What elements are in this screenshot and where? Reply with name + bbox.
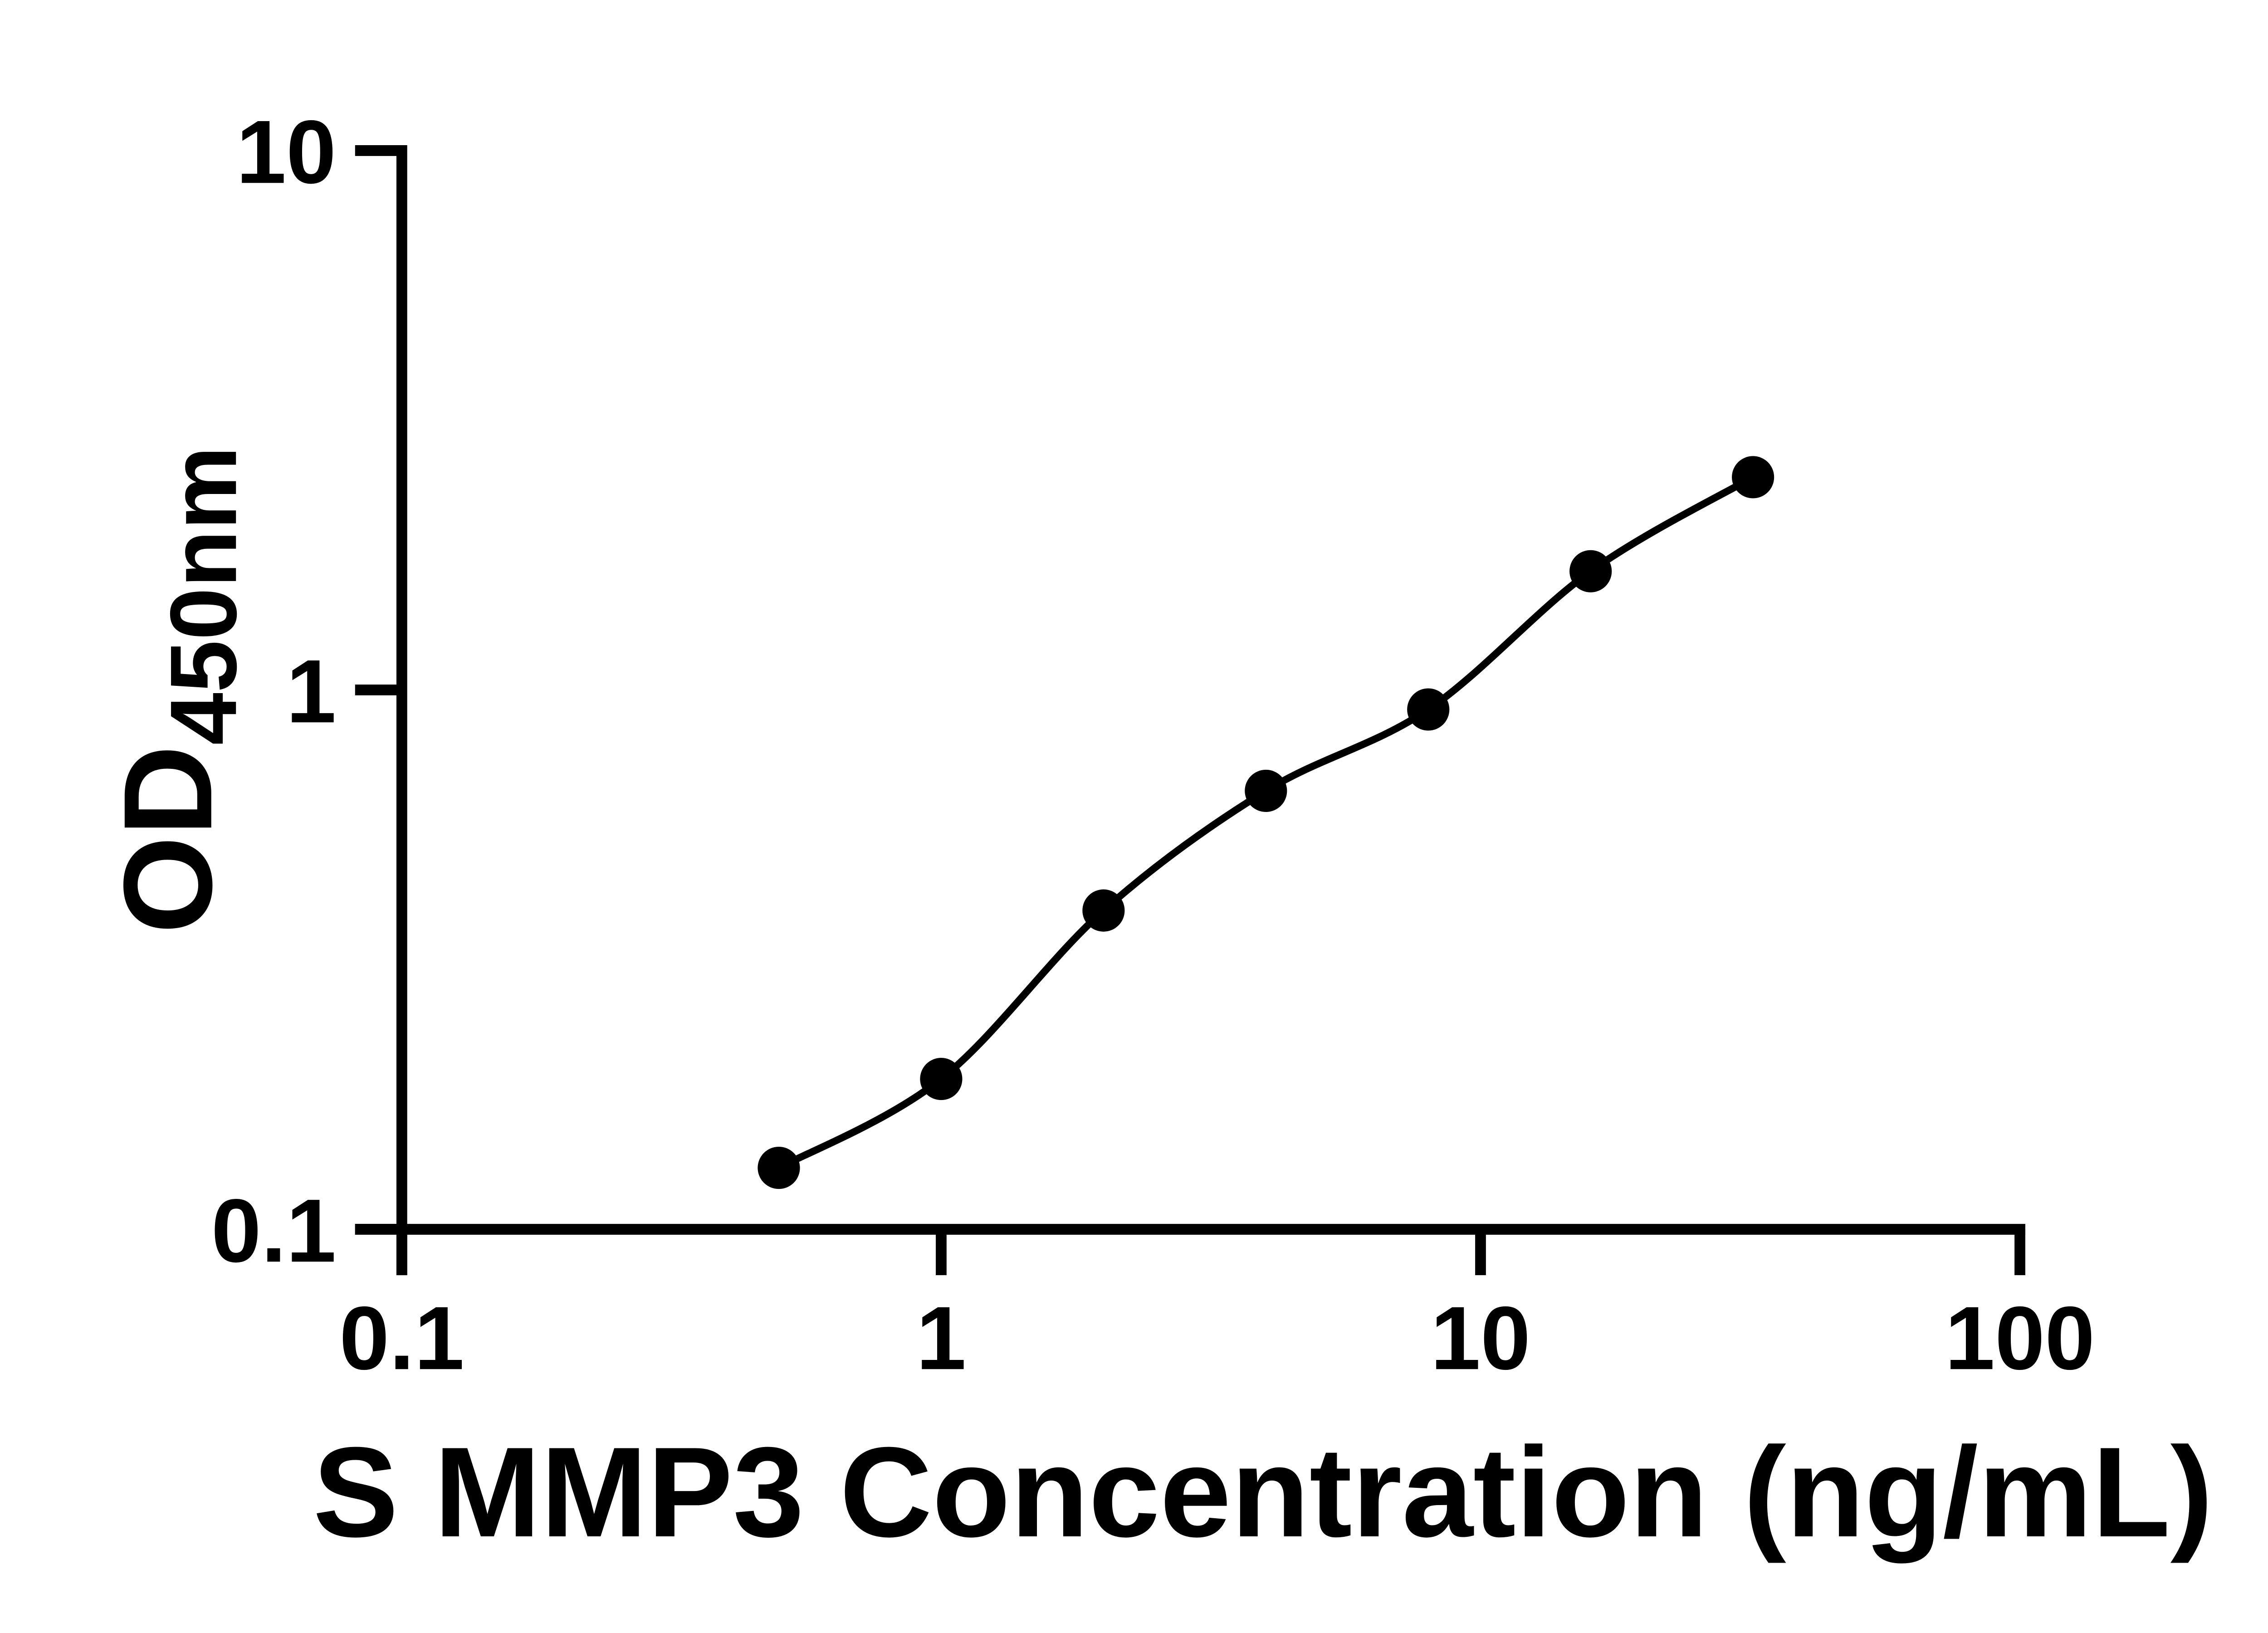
data-point-marker	[758, 1147, 800, 1189]
y-tick-label: 10	[236, 102, 336, 202]
axes	[355, 145, 2025, 1276]
data-point-marker	[1732, 456, 1774, 499]
data-point-marker	[1569, 550, 1612, 592]
x-tick-label: 1	[916, 1288, 966, 1388]
data-point-marker	[1082, 889, 1125, 932]
y-tick-label: 0.1	[211, 1180, 336, 1281]
data-point-marker	[920, 1058, 963, 1100]
x-axis-tick-labels: 0.1 1 10 100	[339, 1288, 2095, 1388]
data-point-marker	[1245, 769, 1287, 812]
x-axis-title: S MMP3 Concentration (ng/mL)	[313, 1420, 2213, 1565]
y-axis-title: OD450nm	[98, 446, 256, 934]
y-axis-title-subscript: 450nm	[151, 446, 256, 745]
x-tick-label: 100	[1945, 1288, 2095, 1388]
x-tick-label: 0.1	[339, 1288, 464, 1388]
y-axis-ticks	[355, 145, 402, 1235]
y-axis-tick-labels: 0.1 1 10	[211, 102, 336, 1281]
data-point-marker	[1407, 688, 1450, 731]
x-axis-ticks	[396, 1229, 2025, 1276]
data-points	[758, 456, 1774, 1189]
y-axis-title-main: OD	[98, 745, 238, 934]
x-tick-label: 10	[1431, 1288, 1530, 1388]
y-tick-label: 1	[286, 641, 336, 741]
